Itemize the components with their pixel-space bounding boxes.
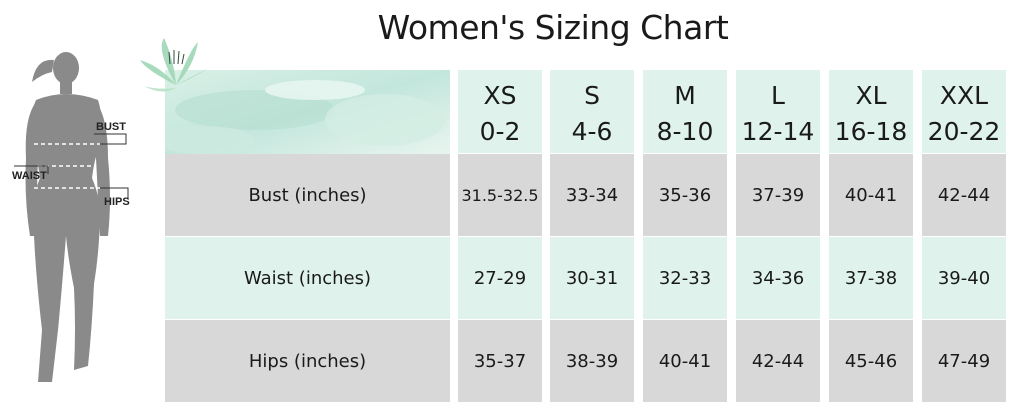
size-header-l: L 12-14 bbox=[736, 70, 820, 153]
size-label: M bbox=[674, 80, 696, 110]
row-label-hips: Hips (inches) bbox=[248, 350, 367, 372]
size-header-s: S 4-6 bbox=[550, 70, 634, 153]
cell-bust-s: 33-34 bbox=[550, 154, 634, 236]
row-label-bust: Bust (inches) bbox=[248, 184, 367, 206]
size-label: L bbox=[771, 80, 785, 110]
watercolor-decoration bbox=[165, 70, 450, 154]
cell-bust-m: 35-36 bbox=[643, 154, 727, 236]
size-label: S bbox=[584, 80, 600, 110]
cell-waist-s: 30-31 bbox=[550, 237, 634, 319]
woman-silhouette-icon bbox=[14, 52, 129, 382]
size-range: 12-14 bbox=[741, 116, 815, 146]
row-label-bust-bg bbox=[165, 154, 450, 236]
size-label: XL bbox=[855, 80, 887, 110]
cell-hips-xs: 35-37 bbox=[458, 320, 542, 402]
bust-label: BUST bbox=[96, 121, 126, 133]
cell-bust-xxl: 42-44 bbox=[922, 154, 1006, 236]
cell-bust-xl: 40-41 bbox=[829, 154, 913, 236]
size-label: XXL bbox=[939, 80, 989, 110]
size-range: 8-10 bbox=[656, 116, 714, 146]
chart-title: Women's Sizing Chart bbox=[377, 8, 729, 47]
cell-waist-xxl: 39-40 bbox=[922, 237, 1006, 319]
cell-hips-xxl: 47-49 bbox=[922, 320, 1006, 402]
row-label-waist-bg bbox=[165, 237, 450, 319]
row-label-waist: Waist (inches) bbox=[243, 267, 372, 289]
cell-bust-xs: 31.5-32.5 bbox=[458, 154, 542, 236]
cell-hips-m: 40-41 bbox=[643, 320, 727, 402]
cell-waist-m: 32-33 bbox=[643, 237, 727, 319]
size-header-xs: XS 0-2 bbox=[458, 70, 542, 153]
row-label-hips-bg bbox=[165, 320, 450, 402]
size-header-xl: XL 16-18 bbox=[829, 70, 913, 153]
cell-hips-xl: 45-46 bbox=[829, 320, 913, 402]
cell-waist-l: 34-36 bbox=[736, 237, 820, 319]
cell-hips-l: 42-44 bbox=[736, 320, 820, 402]
size-range: 20-22 bbox=[927, 116, 1001, 146]
cell-hips-s: 38-39 bbox=[550, 320, 634, 402]
size-label: XS bbox=[483, 80, 517, 110]
cell-waist-xs: 27-29 bbox=[458, 237, 542, 319]
size-range: 4-6 bbox=[571, 116, 613, 146]
hips-label: HIPS bbox=[104, 196, 130, 208]
waist-label: WAIST bbox=[12, 170, 47, 182]
flower-icon bbox=[140, 38, 214, 92]
cell-waist-xl: 37-38 bbox=[829, 237, 913, 319]
cell-bust-l: 37-39 bbox=[736, 154, 820, 236]
size-range: 16-18 bbox=[834, 116, 908, 146]
size-header-xxl: XXL 20-22 bbox=[922, 70, 1006, 153]
size-header-m: M 8-10 bbox=[643, 70, 727, 153]
size-range: 0-2 bbox=[479, 116, 521, 146]
